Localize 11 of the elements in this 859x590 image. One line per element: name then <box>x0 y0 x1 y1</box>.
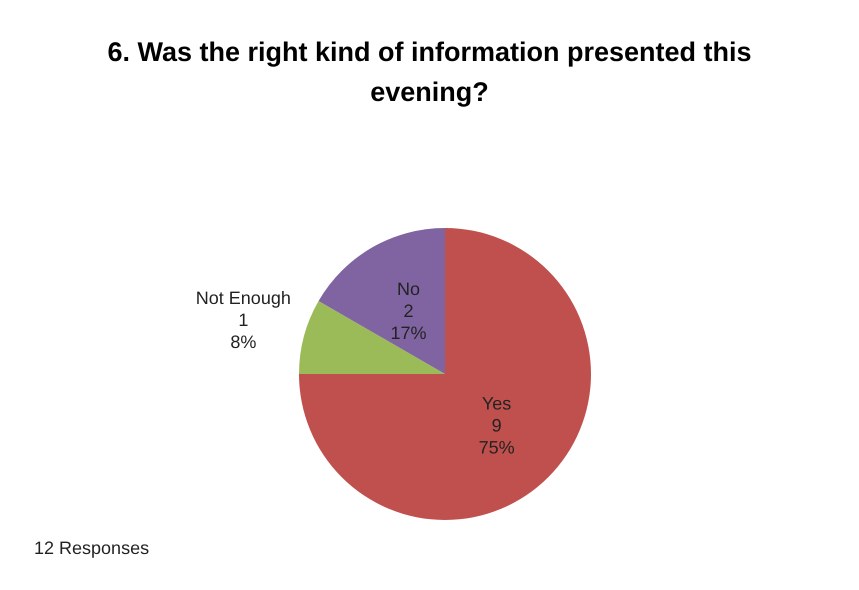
data-label: 2 17% <box>390 300 427 343</box>
pie-slice <box>299 301 445 374</box>
pie-slice <box>299 228 591 520</box>
data-label: 9 75% <box>478 416 515 458</box>
chart-title: 6. Was the right kind of information presented this evening? <box>106 36 753 109</box>
slice-label: No <box>396 278 420 299</box>
text: 12 Responses <box>34 538 150 559</box>
data-label: 1 8% <box>230 310 256 352</box>
slice-label: Yes <box>482 394 512 414</box>
slice-label: Not Enough <box>196 288 291 308</box>
pie-slice <box>318 228 445 374</box>
